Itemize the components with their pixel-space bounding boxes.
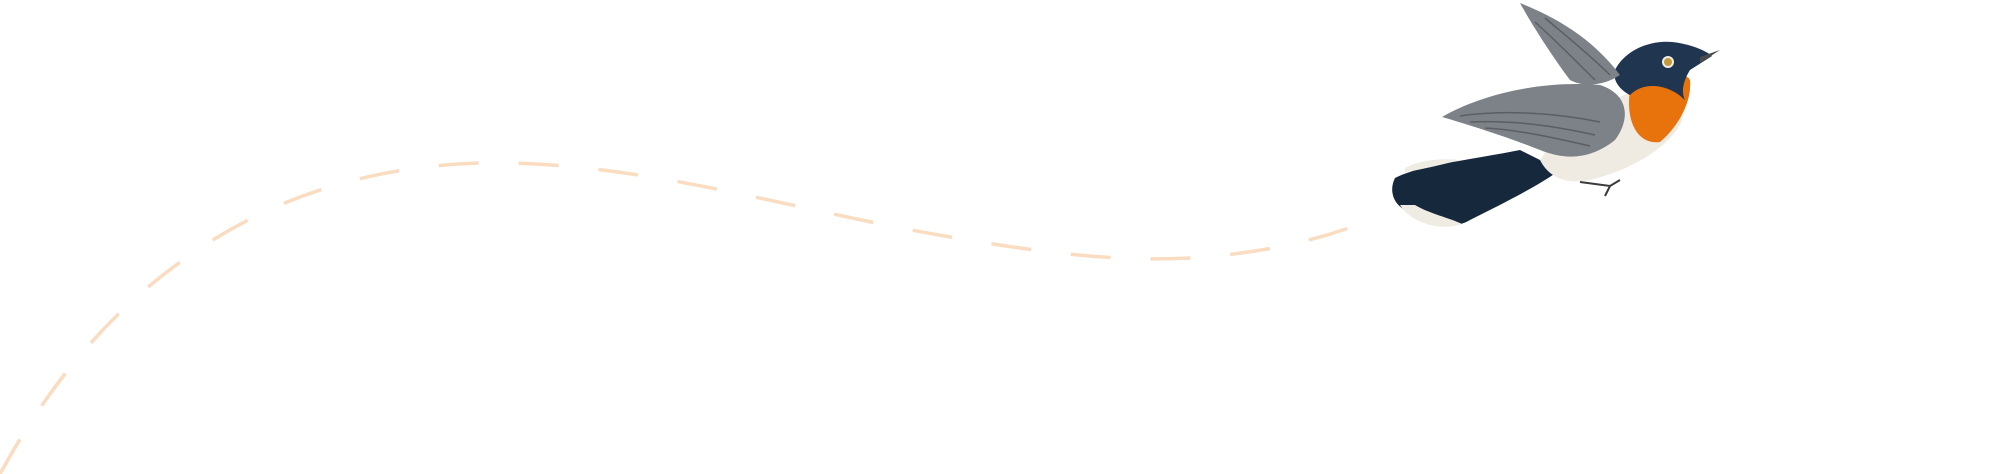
bird-beak bbox=[1700, 50, 1720, 63]
dashed-flight-path bbox=[0, 161, 1353, 474]
bird-legs bbox=[1579, 179, 1621, 197]
bird-upper-wing bbox=[1520, 3, 1620, 85]
bird-lower-wing bbox=[1442, 84, 1625, 157]
bird-eye bbox=[1662, 56, 1674, 68]
bird-tail-tips bbox=[1400, 205, 1462, 227]
bird-head bbox=[1614, 41, 1712, 100]
bird-illustration bbox=[1392, 3, 1720, 227]
bird-tail bbox=[1392, 150, 1560, 227]
